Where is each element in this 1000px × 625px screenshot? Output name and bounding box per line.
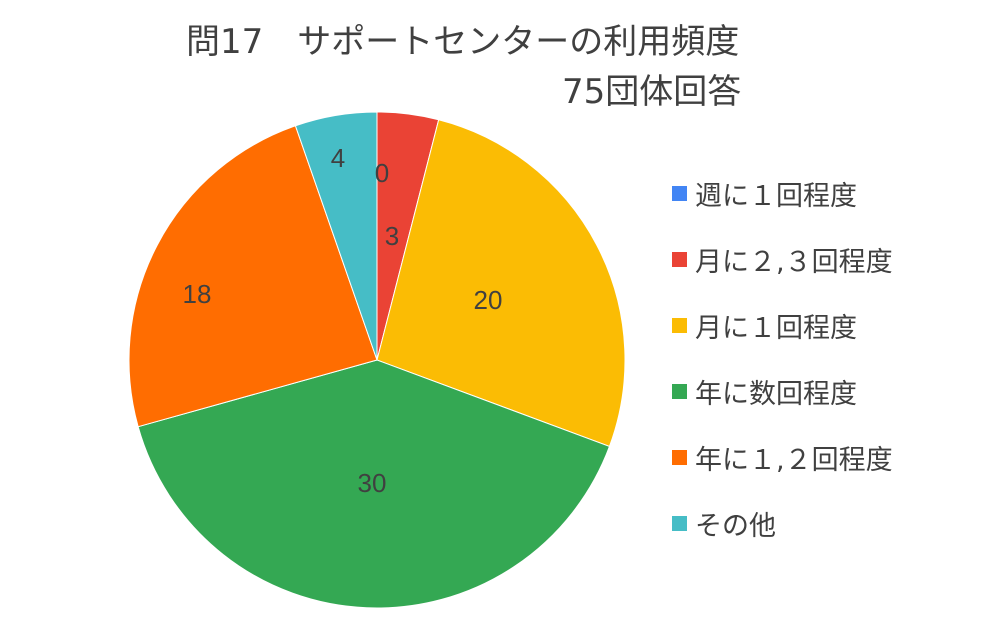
chart-subtitle: 75団体回答 <box>562 72 742 112</box>
pie-slice <box>294 111 378 361</box>
pie-slice <box>137 359 611 609</box>
legend-swatch <box>672 383 687 399</box>
legend-swatch <box>672 317 687 333</box>
legend-label: 月に１回程度 <box>695 312 857 344</box>
data-label: 18 <box>183 279 212 309</box>
pie-slice <box>376 119 626 448</box>
chart-title: 問17 サポートセンターの利用頻度 <box>186 22 740 62</box>
data-label: 20 <box>474 285 503 315</box>
legend-swatch <box>672 449 687 465</box>
data-label: 0 <box>375 158 389 188</box>
pie-slice <box>128 125 378 428</box>
legend-item: 月に１回程度 <box>672 292 893 358</box>
legend-item: 年に数回程度 <box>672 358 893 424</box>
legend-item: 週に１回程度 <box>672 160 893 226</box>
legend-item: その他 <box>672 490 893 556</box>
legend-swatch <box>672 515 687 531</box>
legend-item: 月に２,３回程度 <box>672 226 893 292</box>
data-label: 4 <box>331 143 345 173</box>
legend-item: 年に１,２回程度 <box>672 424 893 490</box>
legend-swatch <box>672 251 687 267</box>
legend-label: 年に１,２回程度 <box>695 444 893 476</box>
legend-label: 週に１回程度 <box>695 180 857 212</box>
data-label: 3 <box>385 221 399 251</box>
data-label: 30 <box>358 468 387 498</box>
chart-legend: 週に１回程度月に２,３回程度 月に１回程度 年に数回程度年に１,２回程度 その他 <box>672 160 893 556</box>
legend-label: 月に２,３回程度 <box>695 246 893 278</box>
legend-label: その他 <box>695 510 776 542</box>
legend-swatch <box>672 185 687 201</box>
legend-label: 年に数回程度 <box>695 378 857 410</box>
